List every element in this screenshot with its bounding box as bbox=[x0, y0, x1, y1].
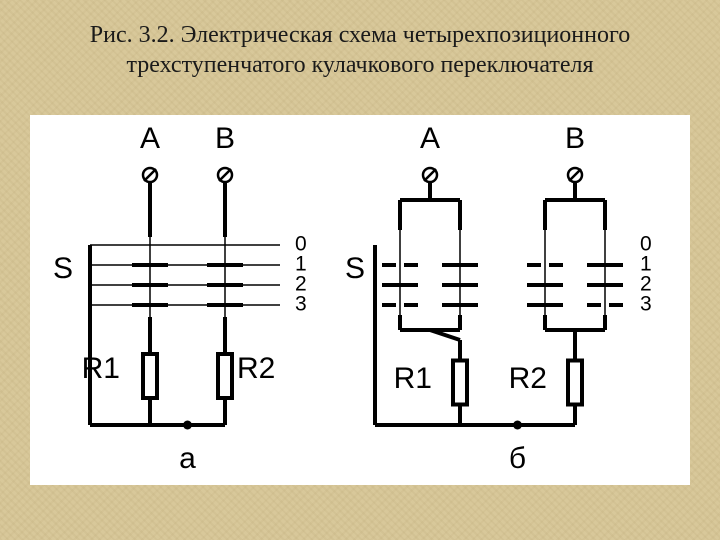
svg-text:R1: R1 bbox=[394, 362, 432, 395]
svg-text:б: б bbox=[509, 442, 526, 475]
svg-text:B: B bbox=[565, 122, 585, 155]
title-line1: Рис. 3.2. Электрическая схема четырехпоз… bbox=[0, 20, 720, 50]
figure-title: Рис. 3.2. Электрическая схема четырехпоз… bbox=[0, 20, 720, 80]
svg-text:R2: R2 bbox=[237, 352, 275, 385]
svg-text:а: а bbox=[179, 442, 196, 475]
svg-text:R2: R2 bbox=[509, 362, 547, 395]
svg-text:R1: R1 bbox=[82, 352, 120, 385]
svg-text:S: S bbox=[345, 252, 365, 285]
svg-text:A: A bbox=[140, 122, 160, 155]
svg-text:S: S bbox=[53, 252, 73, 285]
svg-text:B: B bbox=[215, 122, 235, 155]
schematic-diagram: ABS0123R1R2аABS0123R1R2б bbox=[30, 115, 690, 485]
svg-text:3: 3 bbox=[295, 293, 307, 316]
svg-text:A: A bbox=[420, 122, 440, 155]
title-line2: трехступенчатого кулачкового переключате… bbox=[0, 50, 720, 80]
svg-text:3: 3 bbox=[640, 293, 652, 316]
